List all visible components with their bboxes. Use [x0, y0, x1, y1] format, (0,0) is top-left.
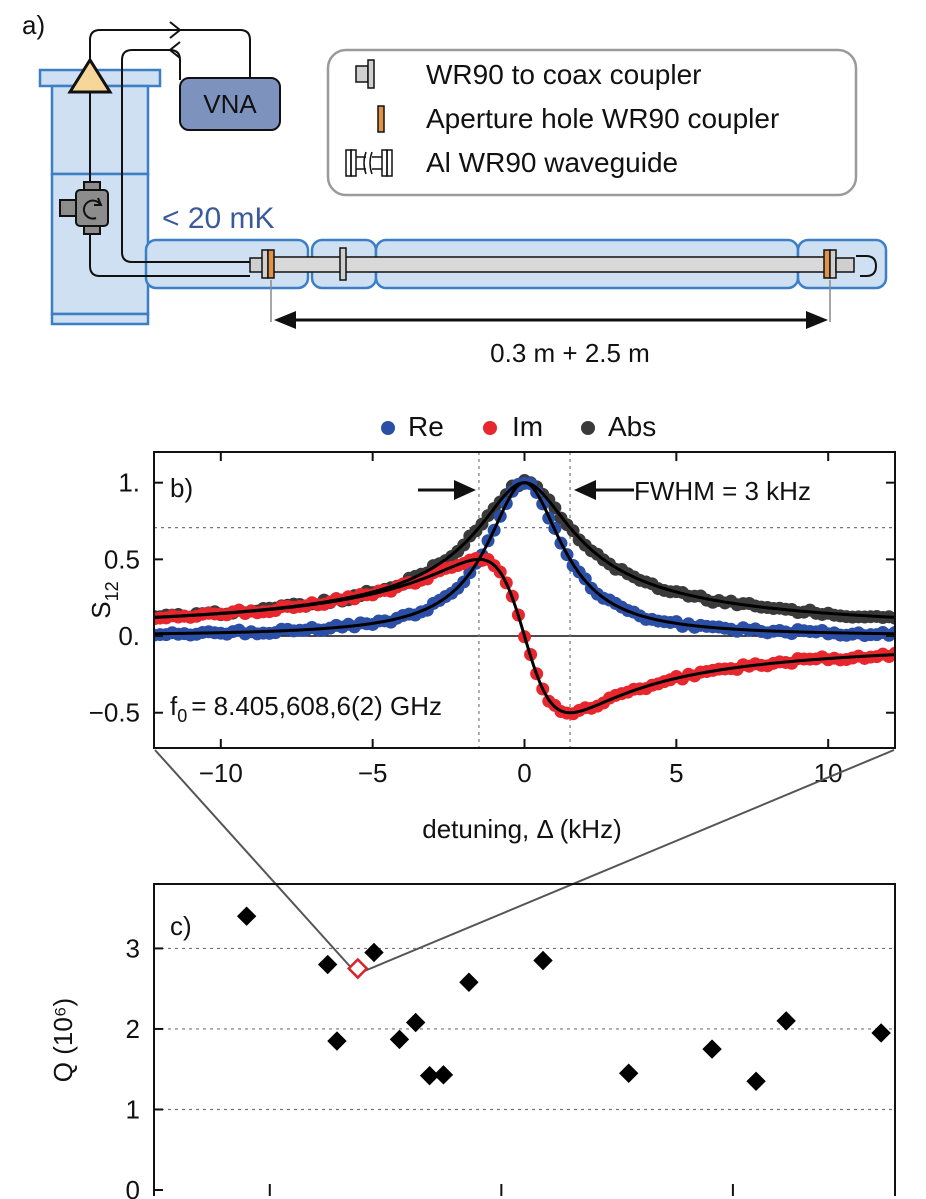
aperture-coupler-icon	[377, 105, 385, 133]
amplifier-icon	[67, 57, 113, 94]
fit-line-re	[154, 481, 895, 636]
arrow-right-icon	[169, 21, 182, 39]
legend-re-marker	[381, 421, 395, 435]
data-point	[433, 1065, 454, 1085]
data-point	[389, 1029, 410, 1050]
panel-c-ylabel: Q (10⁶)	[48, 998, 78, 1082]
fwhm-arrows	[418, 480, 634, 500]
panel-b-xlabel: detuning, Δ (kHz)	[422, 814, 621, 844]
legend-waveguide-label: Al WR90 waveguide	[426, 147, 678, 178]
f0-label: f0 = 8.405,608,6(2) GHz	[170, 691, 442, 726]
f0-subscript: 0	[177, 706, 187, 726]
zoom-connectors	[154, 749, 895, 973]
ylabel-sub: 12	[102, 581, 122, 601]
y-tick-label: 1.	[118, 468, 140, 498]
panel-a: a)	[22, 10, 888, 368]
coax-coupler-icon	[355, 59, 375, 89]
data-point	[317, 954, 338, 975]
data-point	[746, 1071, 766, 1091]
x-tick-label: 5	[669, 758, 683, 788]
distance-label: 0.3 m + 2.5 m	[490, 338, 650, 368]
data-point	[533, 950, 553, 971]
y-tick-label: 0	[126, 1175, 140, 1199]
y-tick-label: 1	[126, 1094, 140, 1124]
legend-im-marker	[483, 421, 497, 435]
data-point	[618, 1063, 639, 1083]
data-point	[405, 1012, 426, 1033]
panel-b-data	[154, 474, 895, 721]
waveguide-icon	[249, 247, 855, 281]
panel-b-ylabel: S12	[86, 581, 122, 618]
y-tick-label: 2	[126, 1014, 140, 1044]
x-tick-label: 0	[517, 758, 531, 788]
y-tick-label: 3	[126, 933, 140, 963]
panel-a-label: a)	[22, 10, 45, 40]
data-point	[776, 1011, 796, 1031]
waveguide-legend-icon	[345, 149, 393, 177]
legend-abs-label: Abs	[608, 411, 656, 442]
f0-value: = 8.405,608,6(2) GHz	[191, 691, 442, 721]
panel-c-data	[236, 906, 891, 1091]
vna-box	[179, 77, 281, 131]
legend-re-label: Re	[408, 411, 444, 442]
legend-aperture-label: Aperture hole WR90 coupler	[426, 103, 779, 134]
data-point	[459, 972, 479, 992]
f0-symbol: f	[170, 691, 178, 721]
cable-lines	[89, 29, 878, 277]
legend-im-label: Im	[512, 411, 543, 442]
ylabel-main: S	[86, 601, 116, 618]
y-tick-label: 0.	[118, 621, 140, 651]
panel-a-legend: WR90 to coax coupler Aperture hole WR90 …	[326, 48, 858, 197]
panel-c-grid	[154, 947, 895, 1111]
panel-b-label: b)	[170, 473, 193, 503]
data-point	[419, 1065, 440, 1086]
panel-c: 0 1 2 3 c) Q (10⁶)	[48, 883, 896, 1199]
panel-c-frame	[153, 883, 896, 1196]
panel-b: Re Im Abs −10 −5 0 5 101.0.50.−0.5 b) FWHM =…	[86, 411, 896, 844]
data-point	[327, 1031, 347, 1051]
x-tick-label: −10	[199, 758, 243, 788]
x-tick-label: −5	[358, 758, 388, 788]
y-tick-label: 0.5	[104, 544, 140, 574]
y-tick-label: −0.5	[89, 698, 140, 728]
panel-c-axes: 0 1 2 3	[126, 933, 734, 1199]
legend-abs-marker	[581, 421, 595, 435]
cryostat-icon	[38, 68, 888, 326]
distance-arrow	[270, 280, 831, 329]
vna-label: VNA	[203, 89, 257, 119]
data-point	[236, 906, 257, 926]
panel-c-label: c)	[170, 911, 192, 941]
panel-b-legend: Re Im Abs	[381, 411, 656, 442]
fwhm-label: FWHM = 3 kHz	[634, 476, 811, 506]
data-point	[871, 1023, 891, 1043]
arrow-left-icon	[168, 41, 181, 59]
data-point	[702, 1039, 722, 1059]
highlighted-point	[347, 957, 369, 980]
legend-coax-label: WR90 to coax coupler	[426, 59, 701, 90]
circulator-icon	[59, 181, 109, 235]
data-point	[364, 942, 384, 963]
fit-line-im	[154, 557, 895, 715]
temperature-label: < 20 mK	[162, 202, 275, 235]
